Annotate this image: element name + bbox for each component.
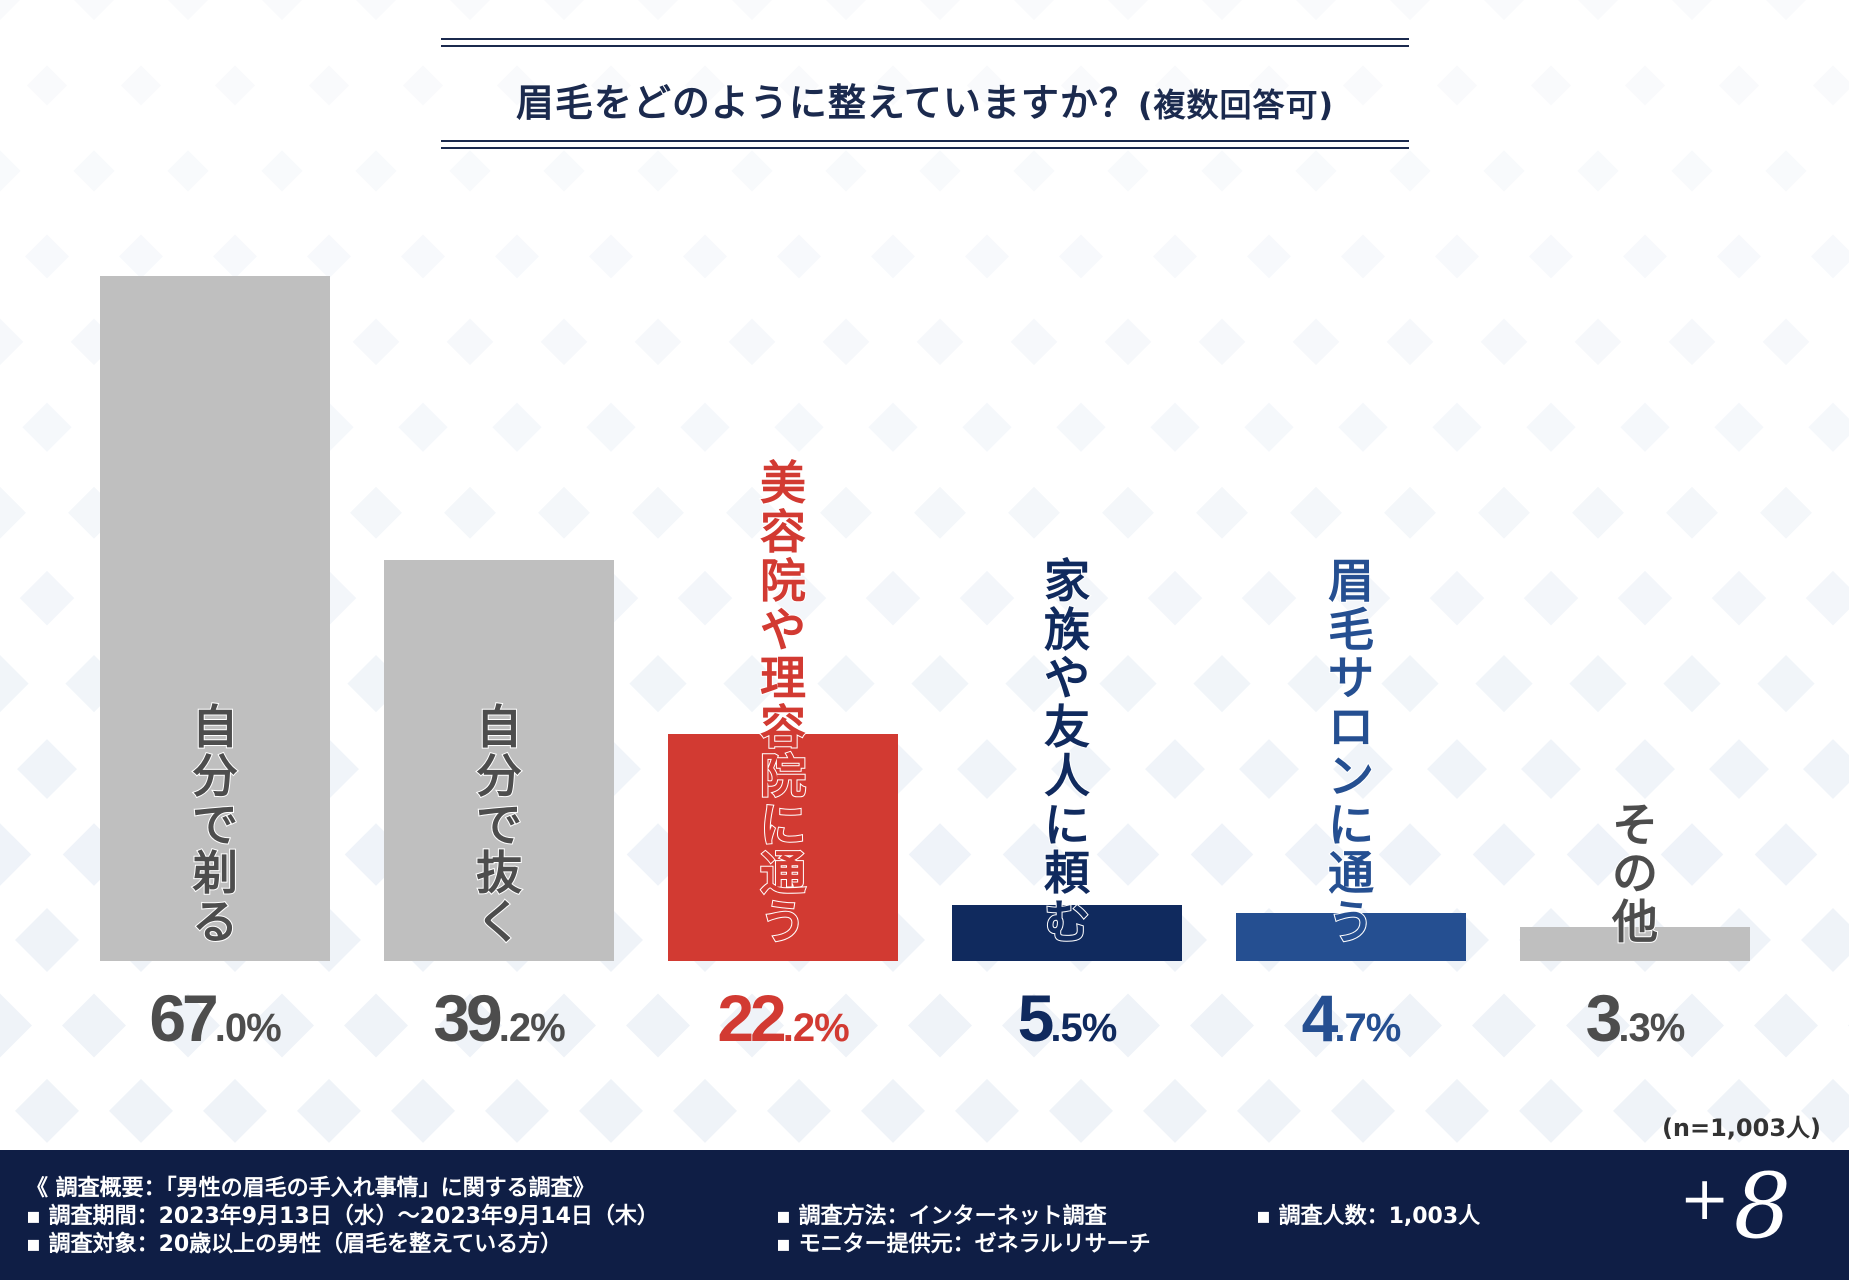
category-label-text: 自分で抜く — [475, 700, 523, 950]
category-label-text: 眉毛サロンに通う — [1327, 553, 1375, 950]
survey-method: ▪ 調査方法：インターネット調査 — [776, 1204, 1107, 1229]
value-integer: 22 — [717, 981, 786, 1055]
category-label-4: 家族や友人に頼む — [952, 553, 1182, 950]
category-label-text: 家族や友人に頼む — [1043, 553, 1091, 950]
survey-period: ▪ 調査期間：2023年9月13日（水）～2023年9月14日（木） — [26, 1204, 659, 1229]
category-label-text: 美容院や理容院に通う — [759, 456, 807, 950]
bar-1 — [100, 276, 330, 961]
bar-4 — [952, 905, 1182, 961]
value-decimal: .2% — [782, 1006, 850, 1050]
category-label-text: 自分で剃る — [191, 700, 239, 950]
value-decimal: .5% — [1050, 1006, 1117, 1050]
survey-target: ▪ 調査対象：20歳以上の男性（眉毛を整えている方） — [26, 1232, 563, 1257]
category-label-2: 自分で抜く — [384, 700, 614, 950]
survey-overview: 《 調査概要：「男性の眉毛の手入れ事情」に関する調査》 — [26, 1176, 595, 1201]
value-decimal: .2% — [498, 1006, 566, 1050]
value-label-3: 22.2% — [668, 985, 898, 1051]
value-integer: 67 — [149, 981, 218, 1055]
category-label-text: その他 — [1611, 797, 1659, 950]
chart-title-sub: (複数回答可) — [1137, 86, 1335, 124]
bar-chart: 自分で剃る 67.0% 自分で抜く 39.2% 美容院や理容院に通う 22.2% 家族や友人… — [100, 276, 1750, 1051]
value-decimal: .3% — [1618, 1006, 1685, 1050]
value-integer: 3 — [1585, 981, 1623, 1055]
bar-5 — [1236, 913, 1466, 961]
brand-logo: +8 — [1679, 1162, 1791, 1252]
category-label-1: 自分で剃る — [100, 700, 330, 950]
value-integer: 4 — [1301, 981, 1339, 1055]
survey-monitor: ▪ モニター提供元：ゼネラルリサーチ — [776, 1232, 1151, 1257]
value-label-1: 67.0% — [100, 985, 330, 1051]
bar-2 — [384, 560, 614, 961]
chart-title-main: 眉毛をどのように整えていますか？ — [515, 81, 1138, 125]
logo-plus: + — [1679, 1164, 1730, 1234]
bar-6 — [1520, 927, 1750, 961]
chart-title-box: 眉毛をどのように整えていますか？(複数回答可) — [441, 38, 1409, 152]
sample-size-note: (n=1,003人) — [1661, 1114, 1821, 1142]
survey-count: ▪ 調査人数：1,003人 — [1256, 1204, 1481, 1229]
value-decimal: .7% — [1334, 1006, 1401, 1050]
category-label-6: その他 — [1520, 797, 1750, 950]
value-label-2: 39.2% — [384, 985, 614, 1051]
chart-title: 眉毛をどのように整えていますか？(複数回答可) — [441, 72, 1409, 127]
value-label-4: 5.5% — [952, 985, 1182, 1051]
value-integer: 5 — [1017, 981, 1055, 1055]
value-label-6: 3.3% — [1520, 985, 1750, 1051]
value-decimal: .0% — [214, 1006, 282, 1050]
value-label-5: 4.7% — [1236, 985, 1466, 1051]
category-label-5: 眉毛サロンに通う — [1236, 553, 1466, 950]
logo-mark: 8 — [1733, 1154, 1791, 1259]
value-integer: 39 — [433, 981, 502, 1055]
category-label-3: 美容院や理容院に通う — [668, 456, 898, 950]
bar-3 — [668, 734, 898, 961]
survey-footer: 《 調査概要：「男性の眉毛の手入れ事情」に関する調査》 ▪ 調査期間：2023年… — [0, 1150, 1849, 1280]
